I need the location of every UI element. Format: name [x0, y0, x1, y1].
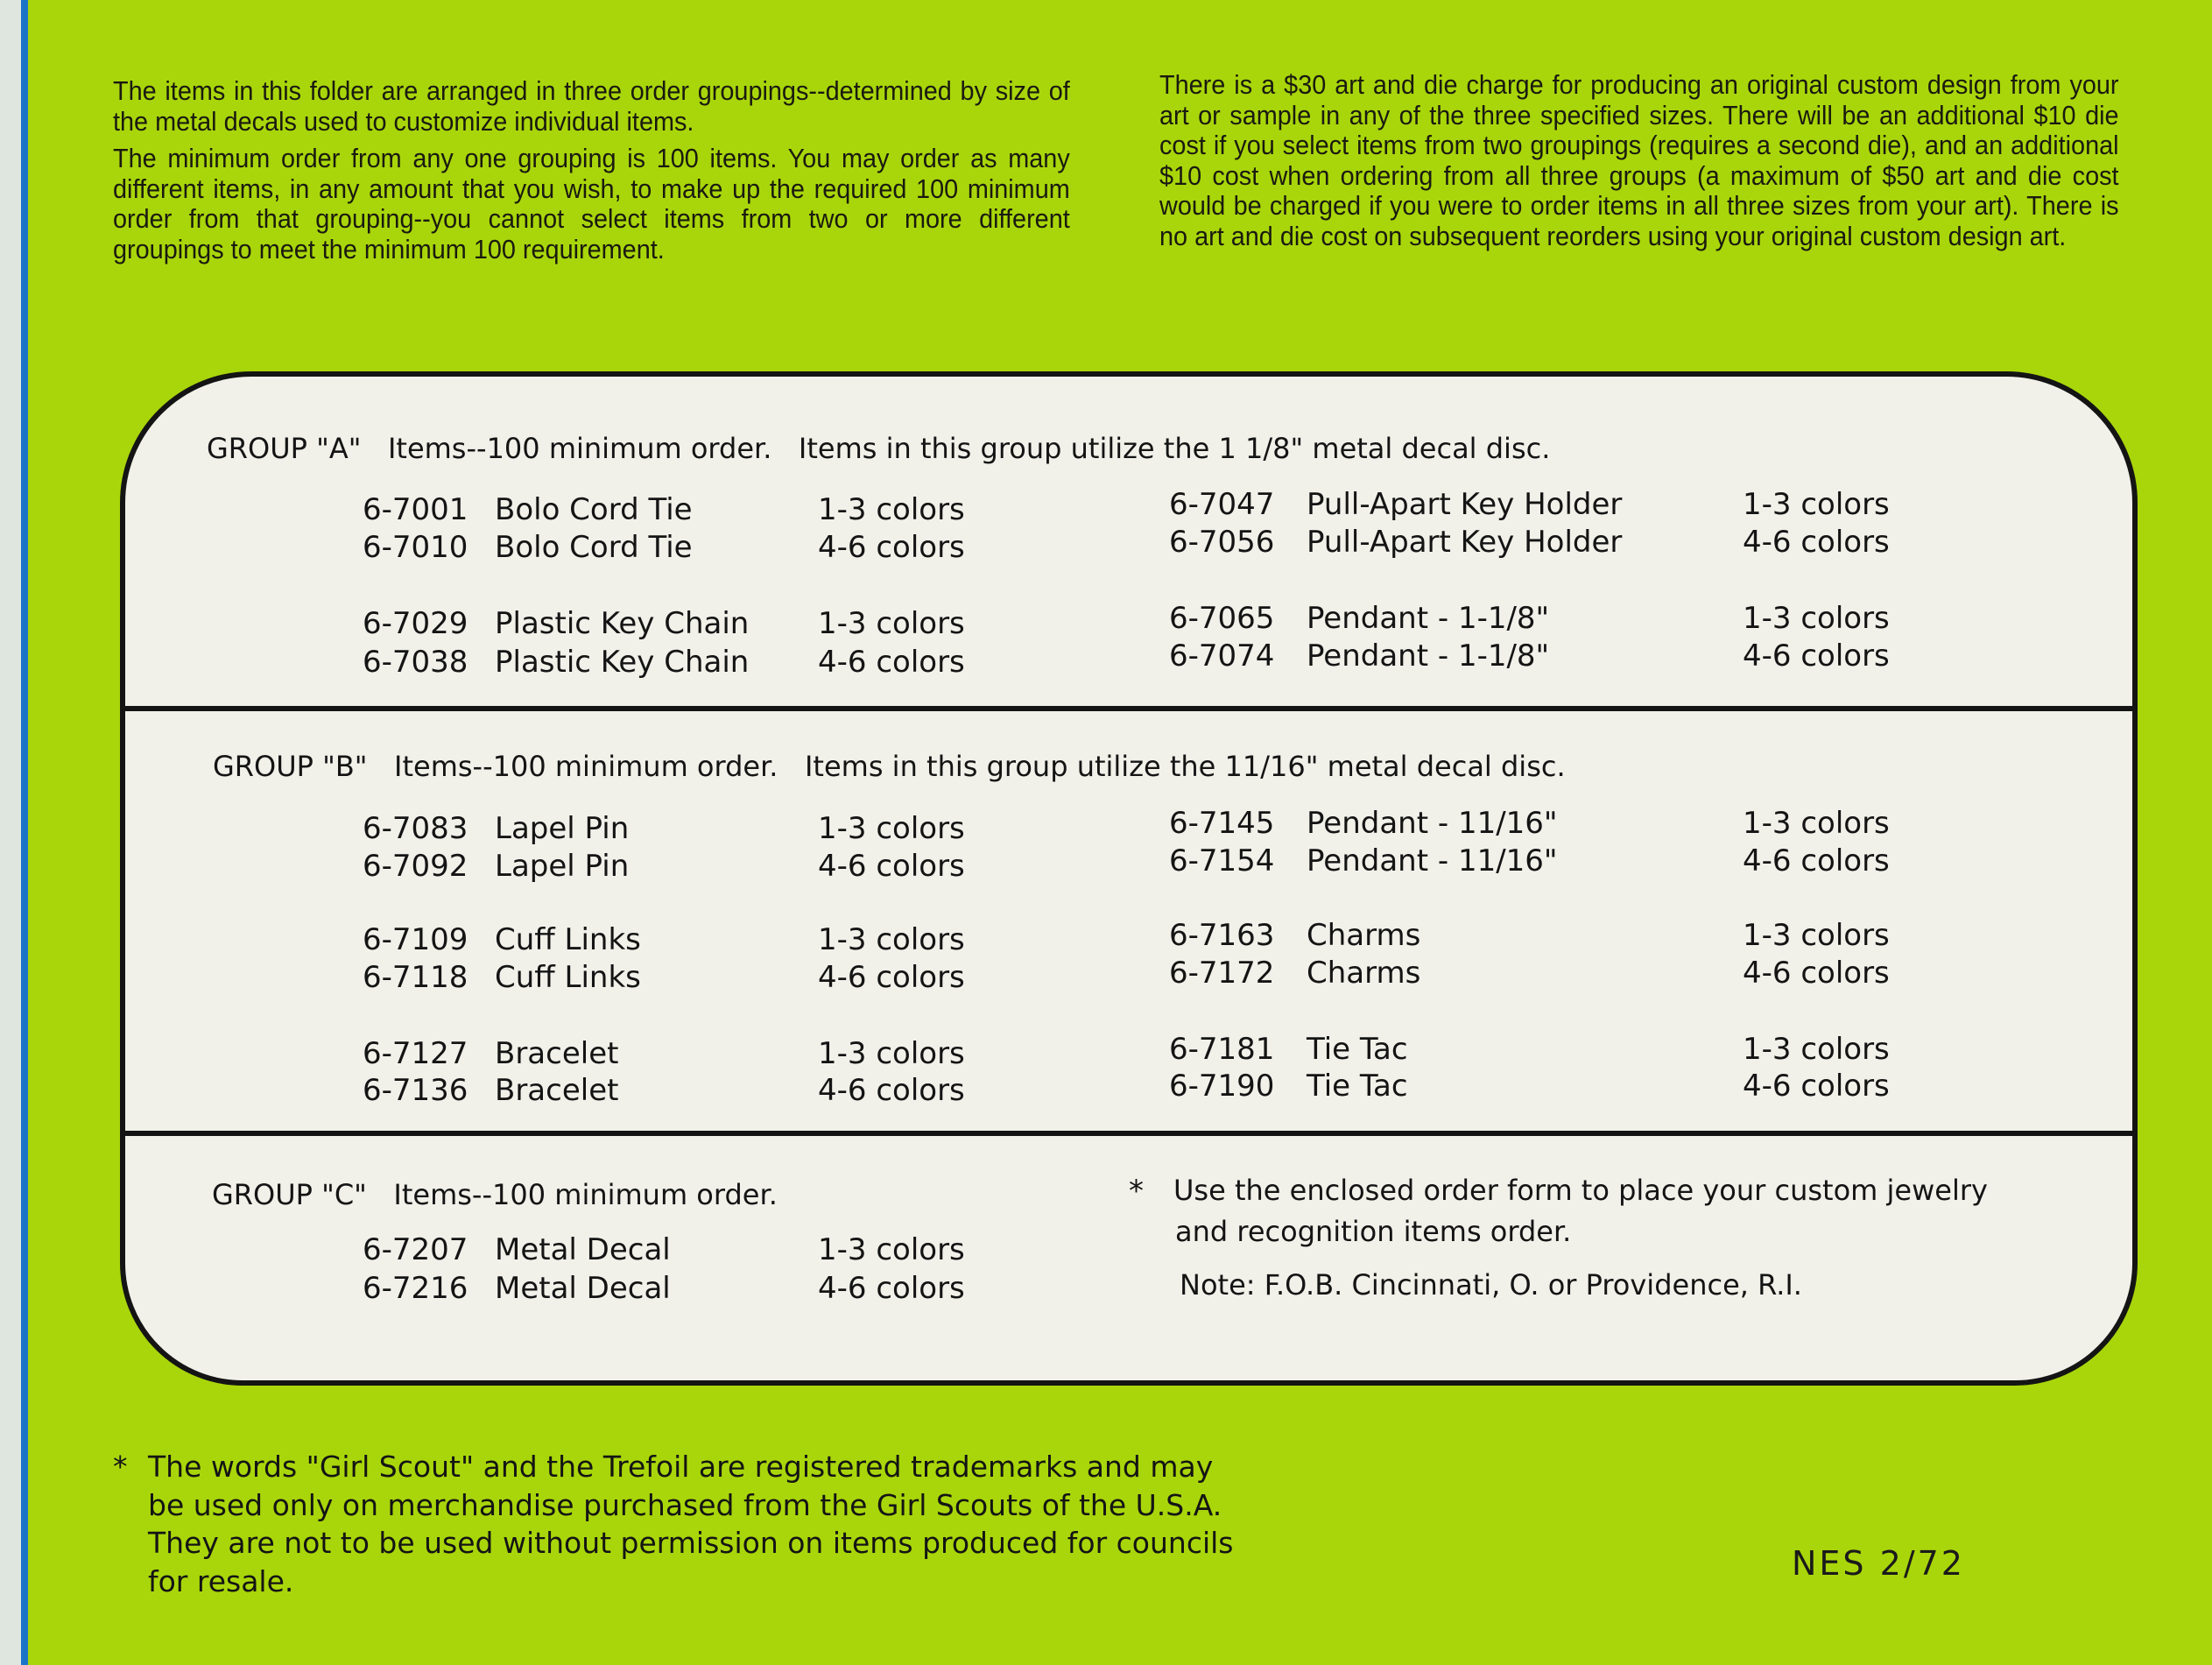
item-colors: 1-3 colors — [1743, 487, 1890, 522]
item-name: Plastic Key Chain — [495, 606, 750, 641]
item-code: 6-7190 — [1169, 1069, 1275, 1104]
intro-paragraph: The minimum order from any one grouping … — [113, 143, 1070, 265]
footnote-line: for resale. — [148, 1563, 294, 1598]
item-name: Lapel Pin — [495, 849, 630, 884]
item-code: 6-7083 — [363, 811, 468, 846]
item-name: Pendant - 1-1/8" — [1307, 601, 1550, 636]
item-colors: 4-6 colors — [818, 1073, 965, 1108]
group-header: GROUP "A" Items--100 minimum order. Item… — [207, 432, 1551, 465]
intro-paragraph: The items in this folder are arranged in… — [113, 75, 1070, 137]
group-divider — [120, 706, 2132, 711]
item-name: Tie Tac — [1307, 1032, 1408, 1067]
page-edge-stripe — [21, 0, 28, 1665]
group-header: GROUP "B" Items--100 minimum order. Item… — [213, 750, 1566, 783]
item-colors: 1-3 colors — [1743, 806, 1890, 841]
item-name: Pendant - 1-1/8" — [1307, 638, 1550, 674]
item-code: 6-7154 — [1169, 843, 1275, 878]
item-name: Metal Decal — [495, 1271, 671, 1306]
item-colors: 1-3 colors — [1743, 601, 1890, 636]
item-name: Pull-Apart Key Holder — [1307, 487, 1623, 522]
item-name: Bolo Cord Tie — [495, 492, 693, 527]
item-name: Cuff Links — [495, 922, 641, 957]
footnote-line: The words "Girl Scout" and the Trefoil a… — [148, 1450, 1214, 1484]
item-code: 6-7207 — [363, 1232, 468, 1267]
asterisk: * — [113, 1450, 128, 1484]
group-header: GROUP "C" Items--100 minimum order. — [212, 1178, 778, 1211]
item-colors: 4-6 colors — [818, 849, 965, 884]
footnote-line: They are not to be used without permissi… — [148, 1526, 1234, 1560]
item-code: 6-7216 — [363, 1271, 468, 1306]
item-code: 6-7109 — [363, 922, 468, 957]
intro-left: The items in this folder are arranged in… — [113, 75, 1070, 265]
item-colors: 4-6 colors — [818, 645, 965, 680]
item-code: 6-7127 — [363, 1036, 468, 1071]
item-colors: 1-3 colors — [1743, 918, 1890, 953]
item-colors: 1-3 colors — [818, 492, 965, 527]
item-code: 6-7163 — [1169, 918, 1275, 953]
order-groups-panel — [120, 371, 2138, 1386]
item-code: 6-7181 — [1169, 1032, 1275, 1067]
item-name: Pull-Apart Key Holder — [1307, 525, 1623, 560]
item-code: 6-7118 — [363, 960, 468, 995]
item-code: 6-7038 — [363, 645, 468, 680]
item-colors: 4-6 colors — [1743, 638, 1890, 674]
order-note-line: Use the enclosed order form to place you… — [1173, 1174, 1988, 1207]
item-name: Bolo Cord Tie — [495, 530, 693, 565]
item-code: 6-7001 — [363, 492, 468, 527]
item-colors: 1-3 colors — [818, 1232, 965, 1267]
item-name: Charms — [1307, 918, 1421, 953]
item-code: 6-7056 — [1169, 525, 1275, 560]
footnote-line: be used only on merchandise purchased fr… — [148, 1487, 1222, 1522]
item-colors: 4-6 colors — [1743, 525, 1890, 560]
item-name: Plastic Key Chain — [495, 645, 750, 680]
asterisk: * — [1129, 1174, 1144, 1209]
item-colors: 4-6 colors — [818, 530, 965, 565]
fob-note: Note: F.O.B. Cincinnati, O. or Providenc… — [1180, 1268, 1802, 1302]
item-colors: 4-6 colors — [818, 1271, 965, 1306]
item-code: 6-7145 — [1169, 806, 1275, 841]
item-name: Lapel Pin — [495, 811, 630, 846]
item-colors: 1-3 colors — [818, 811, 965, 846]
item-code: 6-7029 — [363, 606, 468, 641]
item-colors: 4-6 colors — [1743, 1069, 1890, 1104]
item-name: Bracelet — [495, 1036, 619, 1071]
item-name: Cuff Links — [495, 960, 641, 995]
item-colors: 1-3 colors — [1743, 1032, 1890, 1067]
item-name: Pendant - 11/16" — [1307, 806, 1558, 841]
item-code: 6-7172 — [1169, 956, 1275, 991]
item-name: Bracelet — [495, 1073, 619, 1108]
page-edge — [0, 0, 21, 1665]
item-colors: 4-6 colors — [818, 960, 965, 995]
item-code: 6-7092 — [363, 849, 468, 884]
item-colors: 1-3 colors — [818, 606, 965, 641]
item-name: Pendant - 11/16" — [1307, 843, 1558, 878]
item-code: 6-7074 — [1169, 638, 1275, 674]
item-name: Metal Decal — [495, 1232, 671, 1267]
item-code: 6-7065 — [1169, 601, 1275, 636]
intro-right: There is a $30 art and die charge for pr… — [1159, 69, 2119, 251]
item-name: Charms — [1307, 956, 1421, 991]
item-name: Tie Tac — [1307, 1069, 1408, 1104]
form-code: NES 2/72 — [1792, 1544, 1965, 1583]
item-colors: 4-6 colors — [1743, 956, 1890, 991]
item-code: 6-7010 — [363, 530, 468, 565]
item-colors: 1-3 colors — [818, 922, 965, 957]
item-code: 6-7136 — [363, 1073, 468, 1108]
order-note-line: and recognition items order. — [1175, 1215, 1572, 1248]
item-code: 6-7047 — [1169, 487, 1275, 522]
item-colors: 1-3 colors — [818, 1036, 965, 1071]
group-divider — [120, 1131, 2132, 1136]
item-colors: 4-6 colors — [1743, 843, 1890, 878]
